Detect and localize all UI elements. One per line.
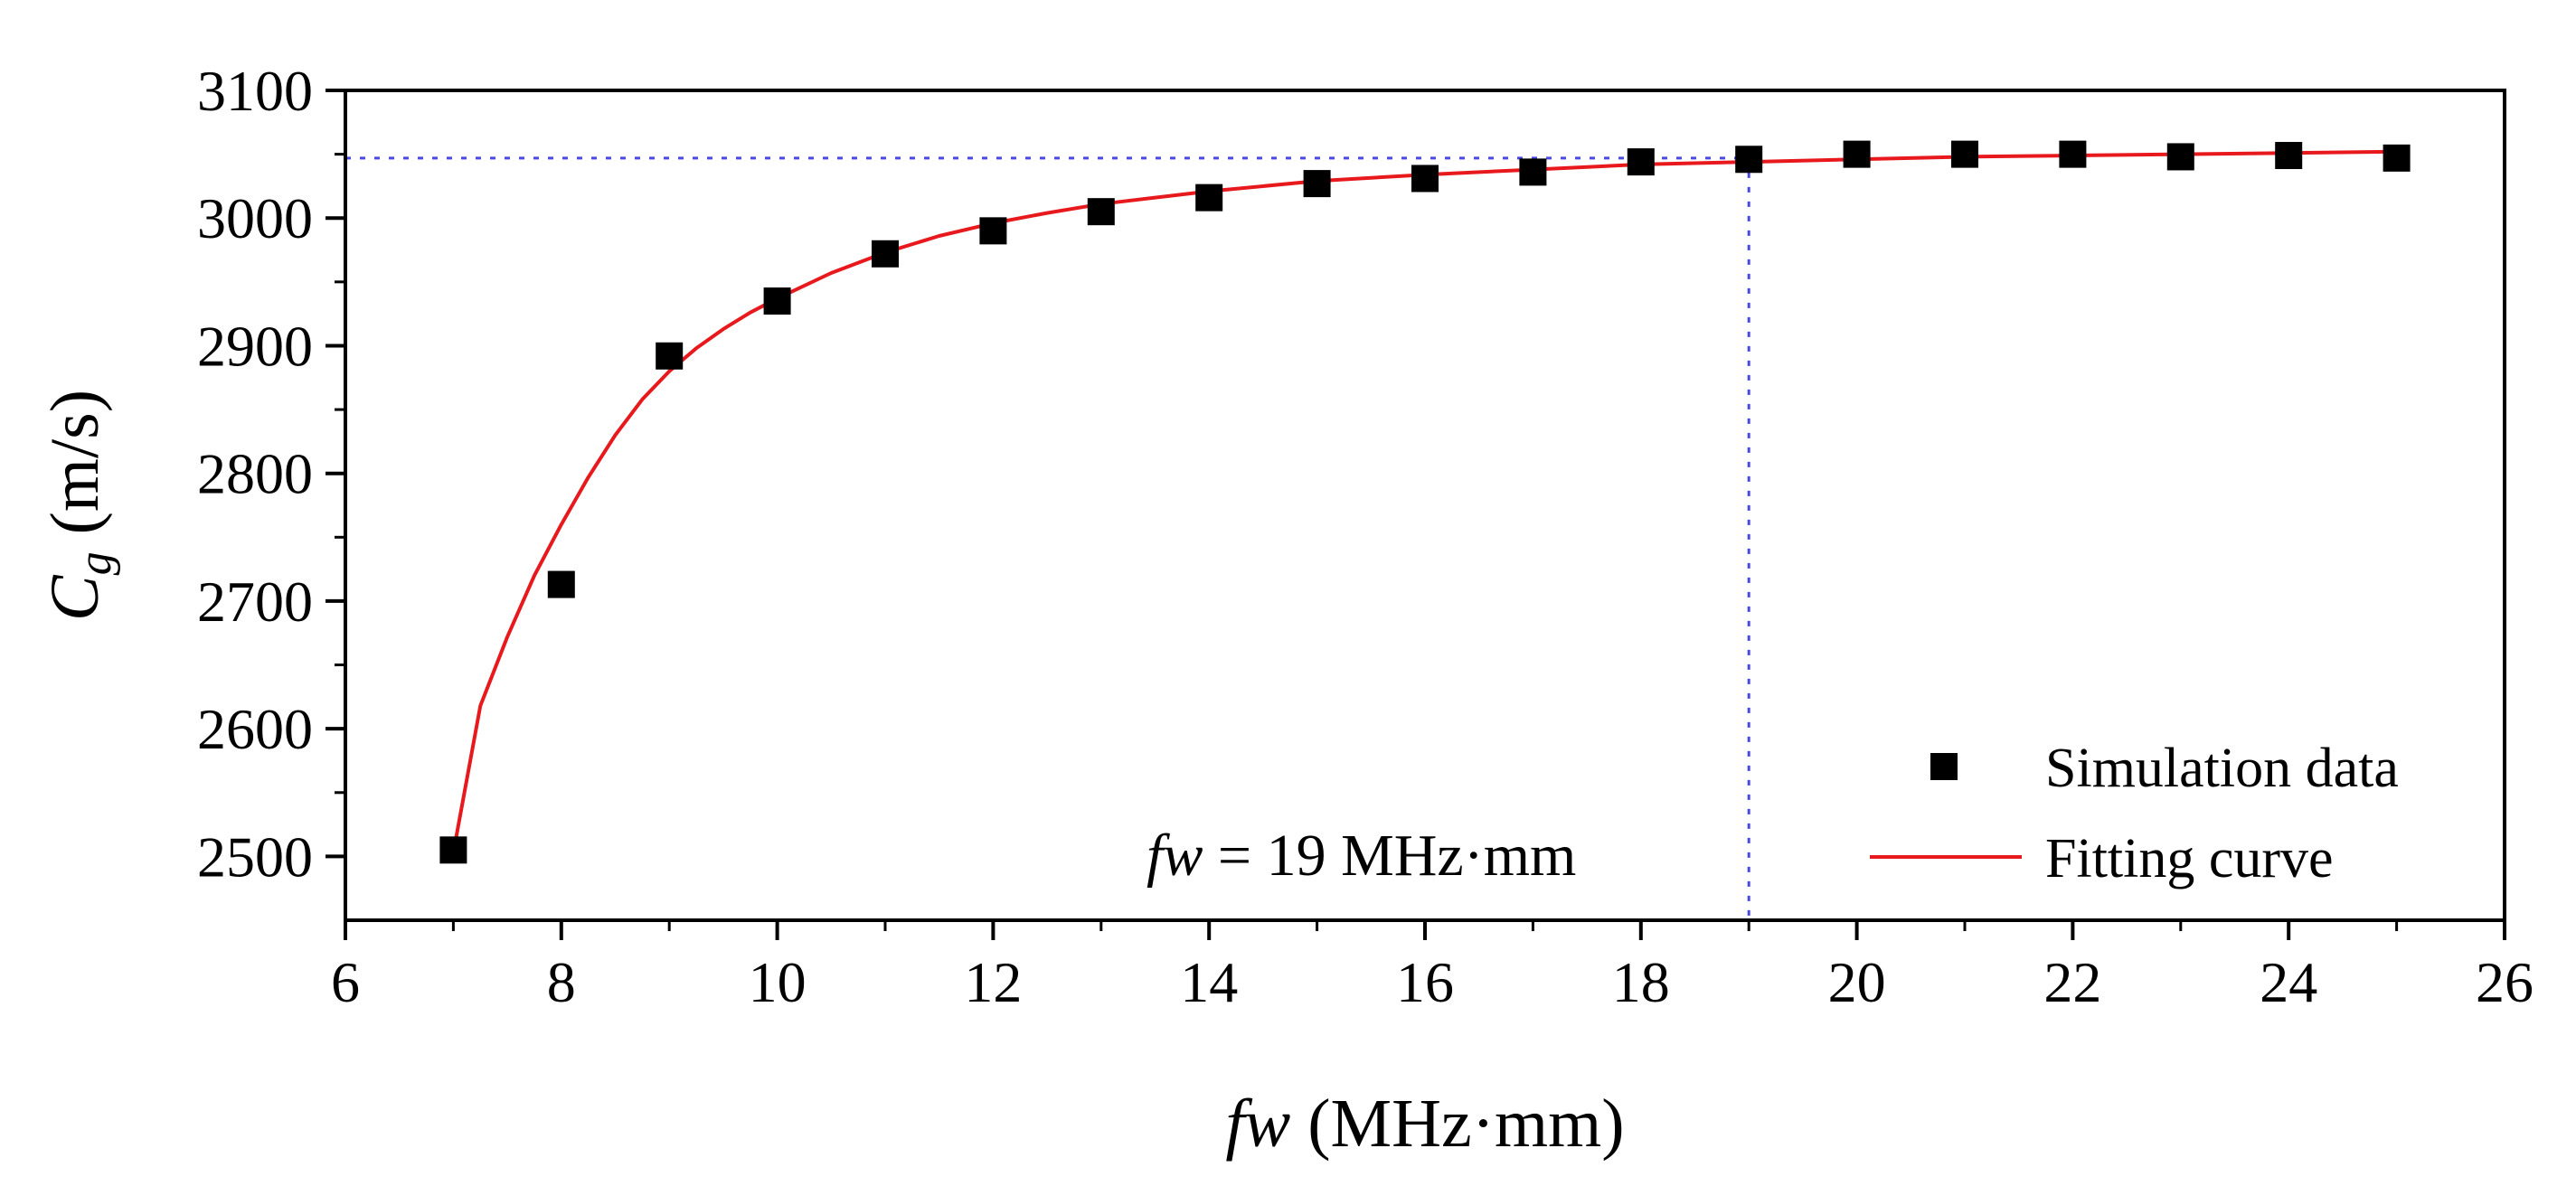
data-point-19 xyxy=(1735,146,1763,174)
simulation-markers xyxy=(439,140,2411,864)
data-point-9 xyxy=(656,342,684,370)
y-tick-label-2900: 2900 xyxy=(197,314,313,378)
x-axis-title-units: (MHz·mm) xyxy=(1290,1086,1624,1162)
legend-label-fitting: Fitting curve xyxy=(2045,828,2334,890)
y-axis-symbol: C xyxy=(37,574,113,621)
x-tick-label-8: 8 xyxy=(547,950,576,1014)
x-tick-label-26: 26 xyxy=(2476,950,2534,1014)
y-tick-label-3000: 3000 xyxy=(197,186,313,250)
data-point-15 xyxy=(1303,170,1331,198)
data-point-14 xyxy=(1195,184,1223,212)
data-point-25 xyxy=(2383,144,2411,172)
data-point-8 xyxy=(547,570,575,598)
data-point-17 xyxy=(1519,158,1547,186)
x-tick-label-18: 18 xyxy=(1612,950,1670,1014)
x-tick-label-22: 22 xyxy=(2043,950,2101,1014)
y-axis-subscript: g xyxy=(70,551,121,575)
data-point-21 xyxy=(1951,140,1978,168)
x-axis-ticks: 6 8 10 12 14 16 18 20 22 24 26 xyxy=(331,920,2534,1014)
x-tick-label-12: 12 xyxy=(964,950,1022,1014)
y-tick-label-2800: 2800 xyxy=(197,442,313,506)
data-point-11 xyxy=(872,240,899,268)
x-tick-label-14: 14 xyxy=(1180,950,1238,1014)
data-point-23 xyxy=(2166,143,2194,171)
x-tick-label-10: 10 xyxy=(749,950,807,1014)
x-axis-title-italic: fw xyxy=(1225,1086,1290,1162)
legend-label-simulation: Simulation data xyxy=(2045,738,2399,799)
y-axis-units: (m/s) xyxy=(37,390,113,551)
data-point-20 xyxy=(1843,140,1871,168)
data-point-24 xyxy=(2275,142,2303,170)
y-tick-label-2700: 2700 xyxy=(197,569,313,634)
annotation-value: = 19 MHz·mm xyxy=(1203,823,1576,889)
y-tick-label-2500: 2500 xyxy=(197,824,313,889)
legend-marker-simulation xyxy=(1930,753,1958,780)
data-point-16 xyxy=(1411,165,1439,193)
x-tick-label-24: 24 xyxy=(2260,950,2317,1014)
reference-lines xyxy=(345,156,1750,920)
data-point-13 xyxy=(1087,198,1115,226)
data-point-10 xyxy=(763,287,791,315)
annotation-italic: fw xyxy=(1146,823,1203,889)
data-point-18 xyxy=(1627,148,1655,176)
fw-annotation: fw = 19 MHz·mm xyxy=(1146,823,1576,889)
fitting-curve-layer xyxy=(451,149,2397,853)
x-tick-label-6: 6 xyxy=(331,950,360,1014)
y-tick-label-2600: 2600 xyxy=(197,697,313,761)
data-point-7 xyxy=(439,836,467,864)
data-point-12 xyxy=(979,217,1007,245)
x-tick-label-20: 20 xyxy=(1828,950,1886,1014)
fitting-curve xyxy=(451,149,2397,853)
y-axis-title: Cg (m/s) xyxy=(37,390,121,621)
data-point-22 xyxy=(2059,140,2087,168)
x-axis-title: fw (MHz·mm) xyxy=(1225,1086,1624,1162)
x-tick-label-16: 16 xyxy=(1396,950,1454,1014)
legend: Simulation data Fitting curve xyxy=(1870,738,2399,890)
y-axis-ticks: 2500 2600 2700 2800 2900 3000 3100 xyxy=(197,59,345,889)
y-tick-label-3100: 3100 xyxy=(197,59,313,123)
